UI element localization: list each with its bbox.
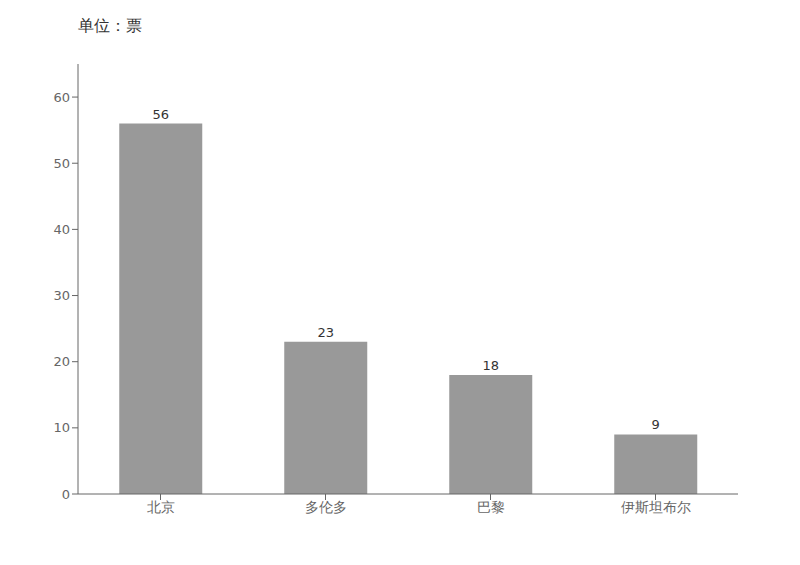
svg-text:56: 56 xyxy=(152,107,169,122)
svg-text:10: 10 xyxy=(53,420,70,435)
svg-text:伊斯坦布尔: 伊斯坦布尔 xyxy=(621,499,691,515)
html-text:单位：票: 单位：票 xyxy=(78,16,142,35)
svg-text:北京: 北京 xyxy=(147,499,175,515)
svg-text:40: 40 xyxy=(53,222,70,237)
svg-text:20: 20 xyxy=(53,354,70,369)
svg-text:18: 18 xyxy=(482,358,499,373)
svg-text:50: 50 xyxy=(53,156,70,171)
svg-text:23: 23 xyxy=(317,325,334,340)
svg-text:多伦多: 多伦多 xyxy=(305,499,347,515)
svg-text:9: 9 xyxy=(652,417,660,432)
svg-text:巴黎: 巴黎 xyxy=(477,499,505,515)
svg-text:0: 0 xyxy=(62,487,70,502)
svg-text:60: 60 xyxy=(53,90,70,105)
svg-text:30: 30 xyxy=(53,288,70,303)
